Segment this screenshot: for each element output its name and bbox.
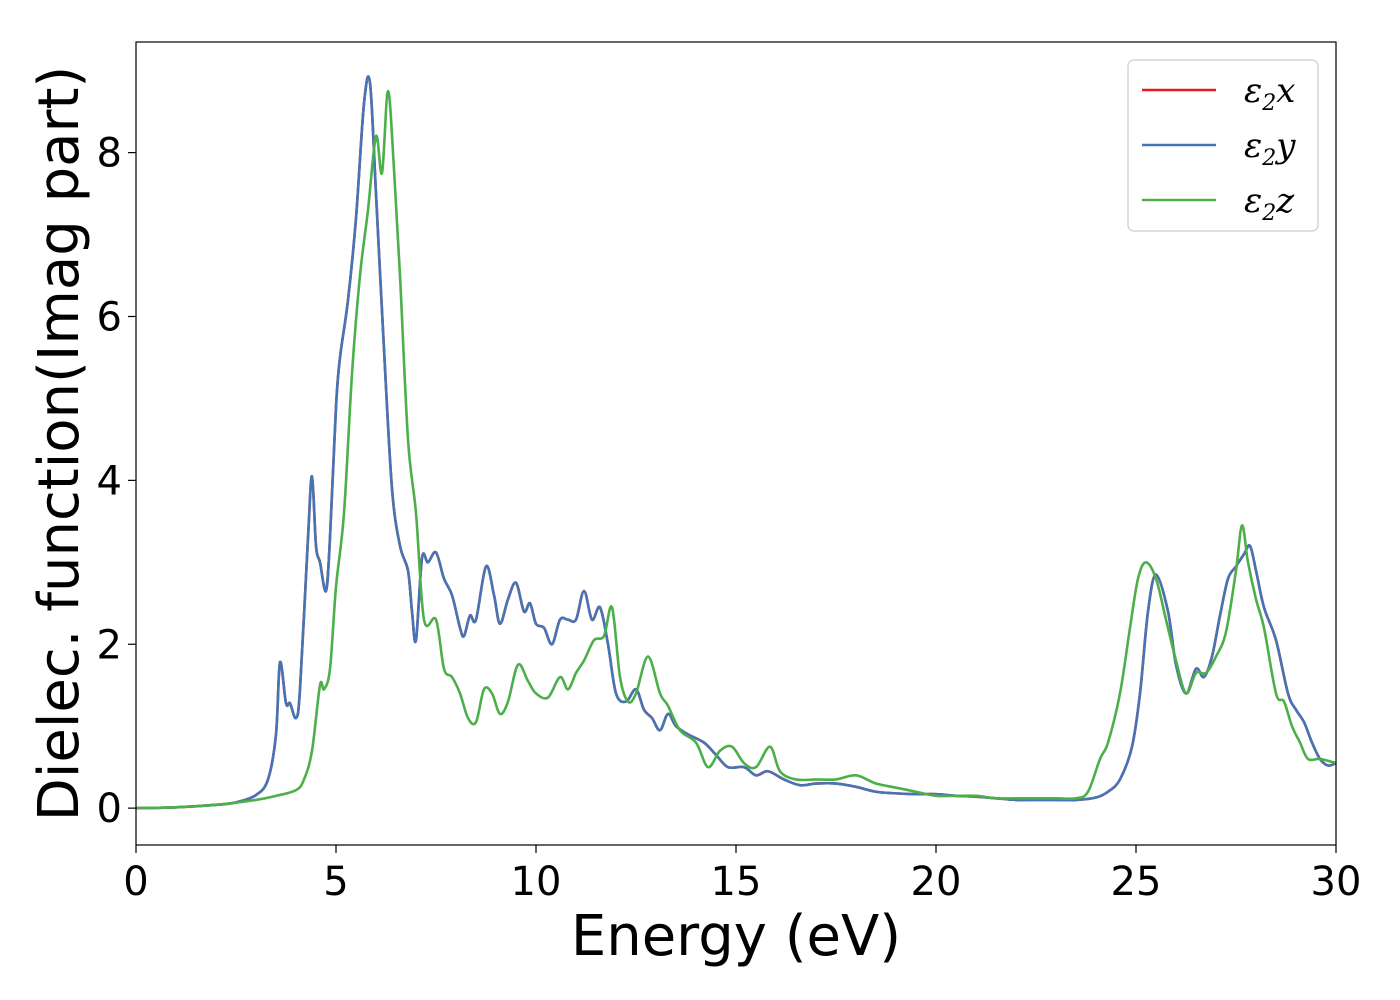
y-tick-label: 8: [97, 131, 122, 177]
legend-label-y: ε2y: [1244, 126, 1296, 171]
series-line-y: [136, 75, 1336, 810]
legend: ε2x ε2y ε2z: [1127, 59, 1319, 232]
x-tick-label: 10: [511, 859, 562, 905]
y-tick-label: 0: [97, 786, 122, 832]
x-tick-label: 5: [323, 859, 348, 905]
y-axis-title: Dielec. function(Imag part): [27, 66, 92, 822]
series-line-z: [136, 89, 1336, 810]
legend-box: [1127, 59, 1319, 232]
y-tick-label: 2: [97, 622, 122, 668]
y-axis: 0 2 4 6 8: [97, 131, 136, 832]
x-tick-label: 25: [1111, 859, 1162, 905]
x-axis: 0 5 10 15 20 25 30: [123, 845, 1361, 905]
x-tick-label: 15: [711, 859, 762, 905]
x-tick-label: 30: [1311, 859, 1362, 905]
y-tick-label: 6: [97, 294, 122, 340]
x-tick-label: 0: [123, 859, 148, 905]
x-axis-title: Energy (eV): [571, 904, 901, 969]
legend-label-x: ε2x: [1244, 71, 1295, 116]
series-layer: [136, 75, 1336, 810]
y-tick-label: 4: [97, 458, 122, 504]
x-tick-label: 20: [911, 859, 962, 905]
legend-label-z: ε2z: [1244, 181, 1295, 226]
